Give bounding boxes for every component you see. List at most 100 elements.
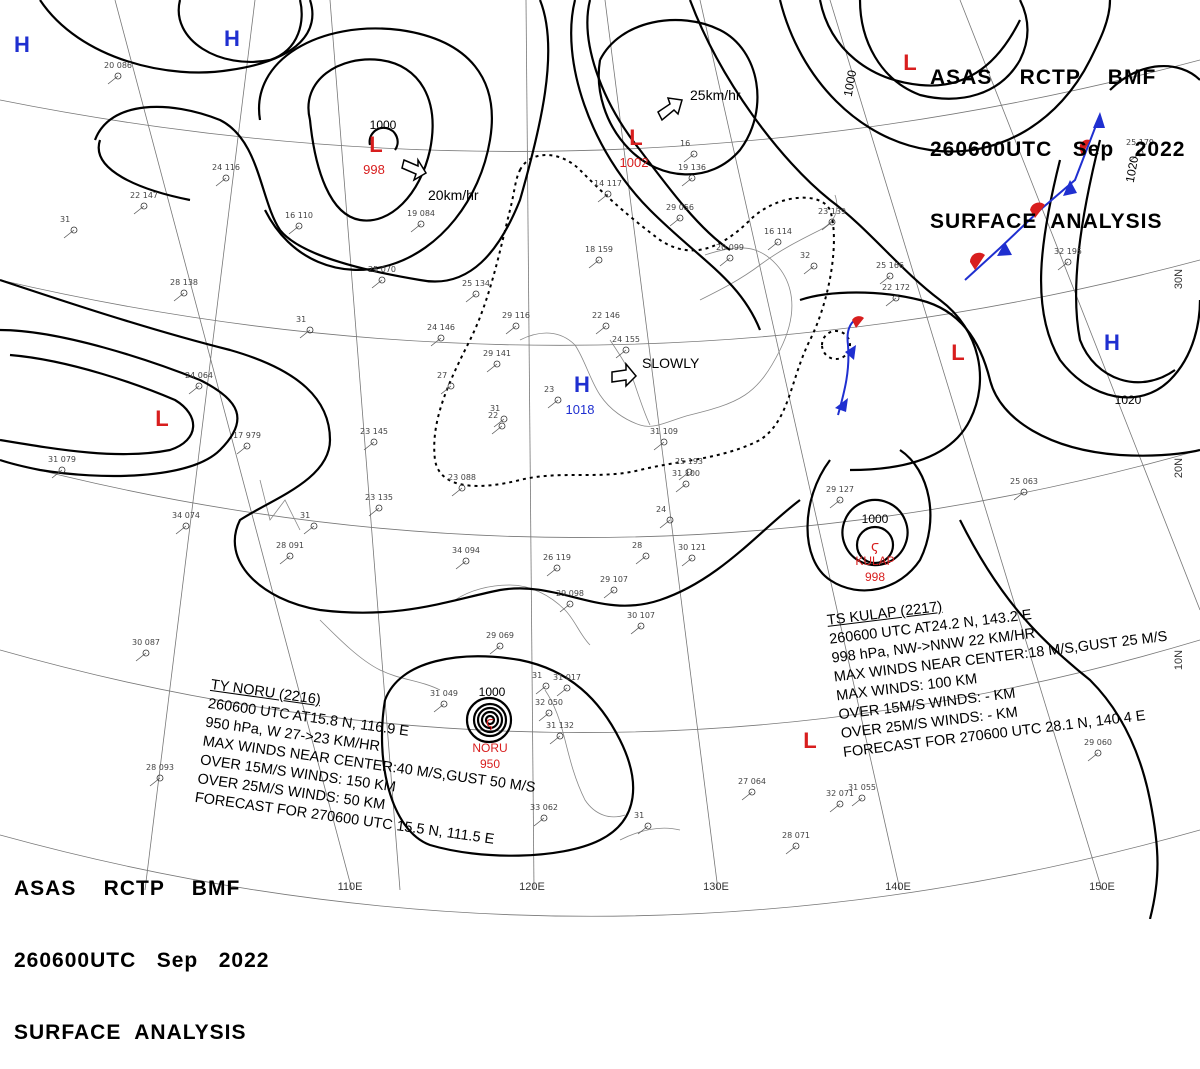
station-obs-text: 28 138 [170,278,198,287]
wind-barb-icon [681,177,693,187]
station-obs-text: 32 [800,251,810,260]
wind-barb-icon [678,471,690,481]
pressure-centers: H H L 998 L 1002 L H 1018 L H L L NORU 950 1000 KULAP 998… [14,26,1120,771]
pressure-center-h: H [14,32,30,57]
station-obs-text: 16 114 [764,227,792,236]
station-obs-text: 29 069 [486,631,514,640]
station-circle-icon [792,842,800,850]
station-plot: 20 086 [104,61,132,85]
station-obs-text: 24 155 [612,335,640,344]
station-plot: 29 107 [600,575,628,599]
station-obs-text: 25 134 [462,279,490,288]
station-obs-text: 20 086 [104,61,132,70]
station-circle-icon [180,289,188,297]
station-plot: 23 139 [818,207,846,231]
station-obs-text: 30 121 [678,543,706,552]
surface-analysis-map: ϛ ϛ 20 086 24 116 22 147 16 110 31 28 138 31 24… [0,0,1200,919]
wind-barb-icon [669,217,681,227]
station-plot: 31 017 [553,673,581,697]
station-circle-icon [140,202,148,210]
station-obs-text: 29 060 [1084,738,1112,747]
wind-barb-icon [547,399,559,409]
station-plot: 29 127 [826,485,854,509]
station-obs-text: 24 146 [427,323,455,332]
station-obs-text: 18 159 [585,245,613,254]
station-plot: 28 071 [782,831,810,855]
header-bottom-line3: SURFACE ANALYSIS [14,1021,247,1044]
station-plot: 30 121 [678,543,706,567]
typhoon-isobar-label: 1000 [479,685,506,699]
wind-barb-icon [173,292,185,302]
station-obs-text: 22 [488,411,498,420]
wind-barb-icon [535,685,547,695]
station-circle-icon [70,226,78,234]
wind-barb-icon [493,418,505,428]
wind-barb-icon [719,257,731,267]
station-circle-icon [310,522,318,530]
svg-text:ϛ: ϛ [871,539,879,555]
station-obs-text: 29 116 [502,311,530,320]
station-circle-icon [545,709,553,717]
wind-barb-icon [107,75,119,85]
station-circle-icon [1064,258,1072,266]
station-circle-icon [493,360,501,368]
station-plot: 28 091 [276,541,304,565]
station-circle-icon [306,326,314,334]
station-plot: 22 [488,411,506,435]
wind-barb-icon [637,825,649,835]
wind-barb-icon [533,817,545,827]
station-circle-icon [688,174,696,182]
wind-barb-icon [785,845,797,855]
header-bottom: ASAS RCTP BMF 260600UTC Sep 2022 SURFACE… [14,829,269,1069]
station-circle-icon [666,516,674,524]
header-bottom-line1: ASAS RCTP BMF [14,877,241,900]
wind-barb-icon [1129,152,1141,162]
station-obs-text: 32 071 [826,789,854,798]
wind-barb-icon [603,589,615,599]
station-plot: 22 147 [130,191,158,215]
isobar-label: 1000 [370,118,397,132]
movement-label: 20km/hr [428,187,479,203]
pressure-center-l: L [155,406,168,431]
wind-barb-icon [675,483,687,493]
station-circle-icon [500,415,508,423]
station-plot: 28 093 [146,763,174,787]
wind-barb-icon [303,525,315,535]
wind-barb-icon [368,507,380,517]
wind-barb-icon [455,560,467,570]
station-obs-text: 23 [544,385,554,394]
wind-barb-icon [546,567,558,577]
wind-barb-icon [135,652,147,662]
wind-barb-icon [133,205,145,215]
station-obs-text: 16 110 [285,211,313,220]
station-obs-text: 31 [296,315,306,324]
station-plot: 29 056 [666,203,694,227]
wind-barb-icon [505,325,517,335]
station-circle-icon [540,814,548,822]
wind-barb-icon [597,193,609,203]
station-circle-icon [447,382,455,390]
station-circle-icon [828,218,836,226]
station-plot: 19 136 [678,163,706,187]
latitude-label: 30N [1173,269,1185,289]
movement-label: SLOWLY [642,355,700,371]
pressure-center-l: L [903,50,916,75]
station-obs-text: 31 [490,404,500,413]
wind-barb-icon [803,265,815,275]
station-obs-text: 23 135 [365,493,393,502]
pressure-center-h: H [574,372,590,397]
station-obs-text: 31 [532,671,542,680]
station-obs-text: 17 979 [233,431,261,440]
station-plot: 23 145 [360,427,388,451]
wind-barb-icon [51,469,63,479]
station-plot: 29 060 [1084,738,1112,762]
station-circle-icon [886,272,894,280]
station-circle-icon [182,522,190,530]
station-circle-icon [566,600,574,608]
station-plot: 25 134 [462,279,490,303]
station-circle-icon [437,334,445,342]
station-plot: 30 087 [132,638,160,662]
station-obs-text: 31 109 [650,427,678,436]
longitude-label: 110E [338,881,363,893]
station-circle-icon [610,586,618,594]
